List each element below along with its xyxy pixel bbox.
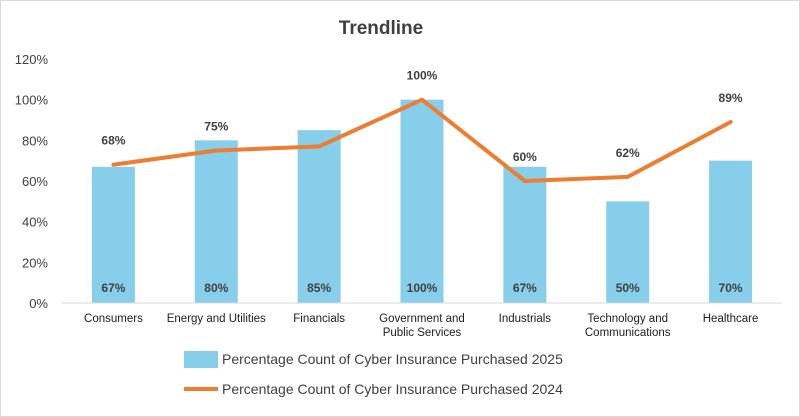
y-axis: 0% 20% 40% 60% 80% 100% 120% <box>15 52 49 311</box>
bar-data-label: 80% <box>204 281 228 295</box>
chart-title: Trendline <box>339 18 423 39</box>
line-series-2024 <box>111 97 733 183</box>
line-data-label: 68% <box>101 134 125 148</box>
line-data-labels: 68% 75% 100% 60% 62% 89% <box>101 69 742 164</box>
bar <box>400 99 444 304</box>
bar-series-2025 <box>91 99 753 304</box>
bar-data-label: 85% <box>307 281 331 295</box>
legend-label-2024: Percentage Count of Cyber Insurance Purc… <box>222 381 563 397</box>
bar-data-label: 50% <box>616 281 640 295</box>
bar-data-labels: 67% 80% 85% 100% 67% 50% 70% <box>101 281 742 295</box>
y-tick-label: 120% <box>15 52 49 67</box>
x-tick-label: Healthcare <box>703 313 759 325</box>
line-data-label: 75% <box>204 120 228 134</box>
line-data-label: 60% <box>513 150 537 164</box>
line-data-label: 100% <box>407 69 438 83</box>
legend-swatch-2025 <box>184 351 218 368</box>
y-tick-label: 0% <box>29 296 48 311</box>
bar <box>503 166 547 303</box>
y-tick-label: 60% <box>22 174 48 189</box>
x-tick-label: Financials <box>293 313 345 325</box>
bar-data-label: 67% <box>513 281 537 295</box>
y-tick-label: 40% <box>22 215 48 230</box>
x-tick-label: Government and Public Services <box>379 313 465 339</box>
bar <box>709 160 753 303</box>
legend: Percentage Count of Cyber Insurance Purc… <box>184 351 563 397</box>
trend-line <box>111 97 733 183</box>
bar-data-label: 100% <box>407 281 438 295</box>
y-tick-label: 100% <box>15 93 49 108</box>
y-tick-label: 80% <box>22 133 48 148</box>
bar <box>606 201 650 303</box>
bar <box>91 166 135 303</box>
x-tick-label: Consumers <box>84 313 143 325</box>
x-axis: Consumers Energy and Utilities Financials G… <box>84 313 758 339</box>
y-tick-label: 20% <box>22 255 48 270</box>
bar-data-label: 67% <box>101 281 125 295</box>
x-tick-label: Technology and Communications <box>585 313 671 339</box>
bar <box>194 140 238 303</box>
legend-label-2025: Percentage Count of Cyber Insurance Purc… <box>222 351 563 367</box>
line-data-label: 62% <box>616 146 640 160</box>
x-tick-label: Energy and Utilities <box>167 313 266 325</box>
bar-data-label: 70% <box>719 281 743 295</box>
line-data-label: 89% <box>719 91 743 105</box>
x-tick-label: Industrials <box>499 313 552 325</box>
bar <box>297 130 341 303</box>
